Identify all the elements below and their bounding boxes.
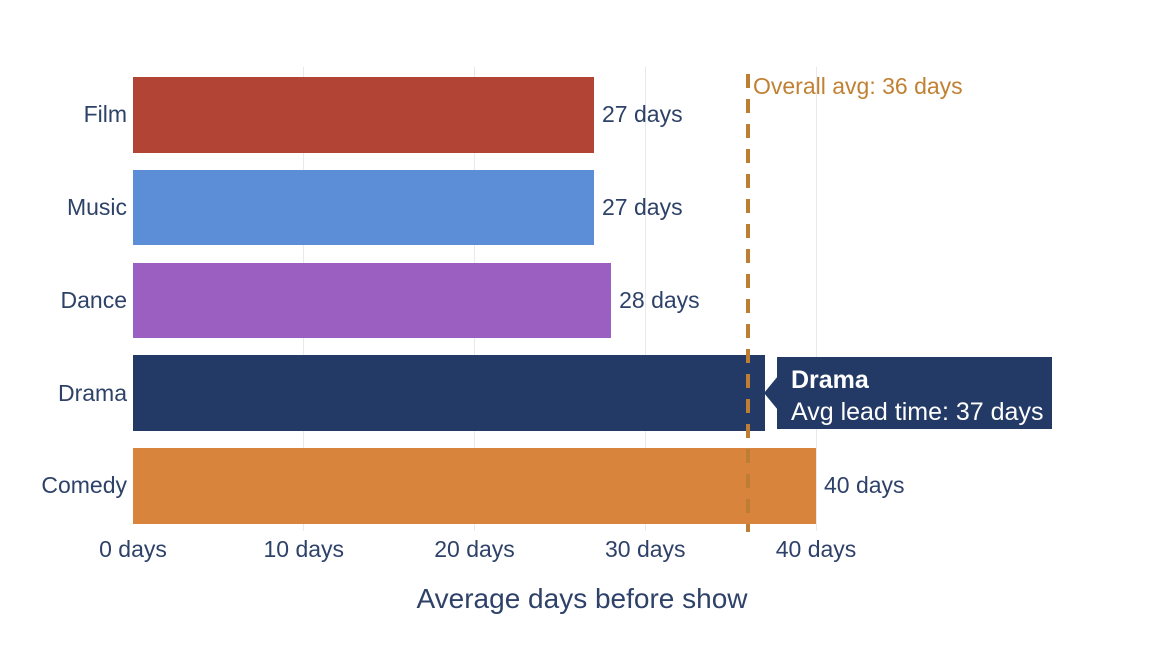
bar-dance[interactable] bbox=[133, 262, 612, 339]
x-axis-title: Average days before show bbox=[416, 583, 748, 614]
gridline-40 bbox=[815, 67, 817, 531]
bar-comedy[interactable] bbox=[133, 448, 816, 524]
x-tick-label: 30 days bbox=[604, 536, 686, 562]
bar-drama[interactable] bbox=[133, 355, 765, 431]
value-label-comedy: 40 days bbox=[824, 472, 905, 499]
x-tick-label: 10 days bbox=[263, 536, 345, 562]
x-tick-label: 20 days bbox=[434, 536, 515, 562]
category-label-comedy: Comedy bbox=[41, 472, 127, 499]
tooltip-value: Avg lead time: 37 days bbox=[791, 398, 1044, 426]
value-label-dance: 28 days bbox=[619, 286, 700, 313]
value-label-music: 27 days bbox=[602, 194, 683, 221]
bar-film[interactable] bbox=[133, 77, 595, 153]
category-label-music: Music bbox=[66, 194, 127, 221]
tooltip-category: Drama bbox=[791, 366, 869, 394]
x-tick-label: 0 days bbox=[99, 536, 167, 562]
x-tick-label: 40 days bbox=[775, 536, 857, 562]
value-label-film: 27 days bbox=[602, 101, 683, 128]
overall-average-reference-line bbox=[745, 74, 750, 532]
category-label-dance: Dance bbox=[60, 286, 127, 313]
category-label-film: Film bbox=[83, 101, 127, 128]
tooltip-arrow-icon bbox=[764, 376, 778, 410]
category-label-drama: Drama bbox=[57, 379, 127, 406]
overall-average-annotation: Overall avg: 36 days bbox=[753, 73, 963, 99]
bar-music[interactable] bbox=[133, 169, 595, 246]
gridline-30 bbox=[644, 67, 646, 531]
drama-tooltip: Drama Avg lead time: 37 days bbox=[764, 357, 1052, 429]
